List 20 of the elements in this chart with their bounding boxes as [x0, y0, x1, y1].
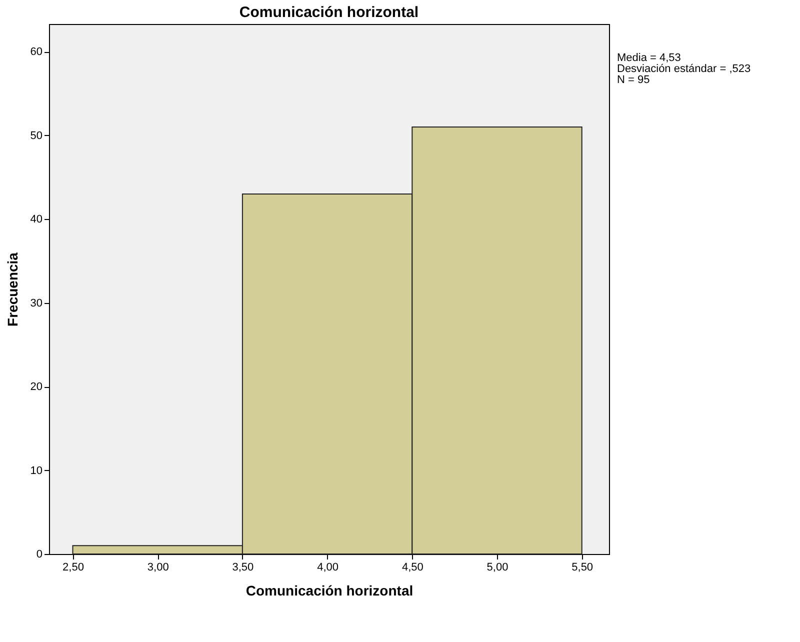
y-axis-title: Frecuencia [4, 252, 20, 326]
text: Media = 4,53 [617, 52, 681, 64]
y-tick-label: 0 [36, 548, 42, 560]
x-tick-label: 3,00 [147, 562, 169, 574]
x-tick-label: 2,50 [62, 562, 84, 574]
x-axis-title: Comunicación horizontal [246, 582, 414, 598]
x-tick-label: 4,50 [402, 562, 424, 574]
y-tick-label: 10 [30, 464, 42, 477]
y-tick-label: 30 [30, 297, 42, 310]
y-tick-label: 40 [30, 214, 42, 226]
y-tick-label: 20 [30, 381, 42, 394]
text: Desviación estándar = ,523 [617, 63, 751, 75]
x-tick-label: 4,00 [317, 562, 339, 574]
chart-title: Comunicación horizontal [239, 4, 419, 21]
x-tick-label: 5,50 [572, 562, 594, 574]
y-tick-label: 50 [30, 130, 42, 142]
x-tick-label: 3,50 [232, 562, 254, 574]
text: N = 95 [617, 74, 650, 86]
x-tick-label: 5,00 [486, 562, 508, 574]
y-tick-label: 60 [30, 46, 42, 58]
